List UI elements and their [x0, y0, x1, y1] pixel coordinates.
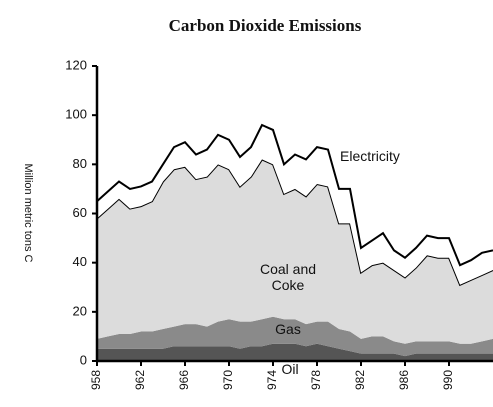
y-tick-label: 100	[65, 107, 87, 122]
x-tick-label: 982	[353, 370, 367, 390]
area	[97, 343, 493, 361]
x-tick-label: 990	[441, 370, 455, 390]
series-label: Coal and Coke	[259, 261, 317, 293]
x-tick-label: 978	[309, 370, 323, 390]
area	[97, 316, 493, 357]
y-tick-label: 60	[73, 205, 87, 220]
x-tick-label: 974	[265, 370, 279, 390]
area-edge	[96, 123, 493, 267]
y-tick-label: 120	[65, 57, 87, 72]
x-tick-label: 970	[221, 370, 235, 390]
x-tick-label: 962	[133, 370, 147, 390]
y-tick-label: 40	[73, 254, 87, 269]
series-label: Gas	[275, 321, 301, 337]
x-tick-label: 986	[397, 370, 411, 390]
y-tick-label: 0	[80, 352, 87, 367]
y-tick-label: 80	[73, 156, 87, 171]
chart-title: Carbon Dioxide Emissions	[169, 16, 362, 35]
area-edge	[96, 158, 493, 287]
y-axis-label: Million metric tons C	[22, 163, 34, 262]
x-tick-label: 966	[177, 370, 191, 390]
area	[97, 159, 493, 344]
area	[97, 125, 493, 285]
series-label: Oil	[281, 361, 299, 377]
x-tick-label: 958	[89, 370, 103, 390]
series-label: Electricity	[340, 148, 400, 164]
y-tick-label: 20	[73, 303, 87, 318]
